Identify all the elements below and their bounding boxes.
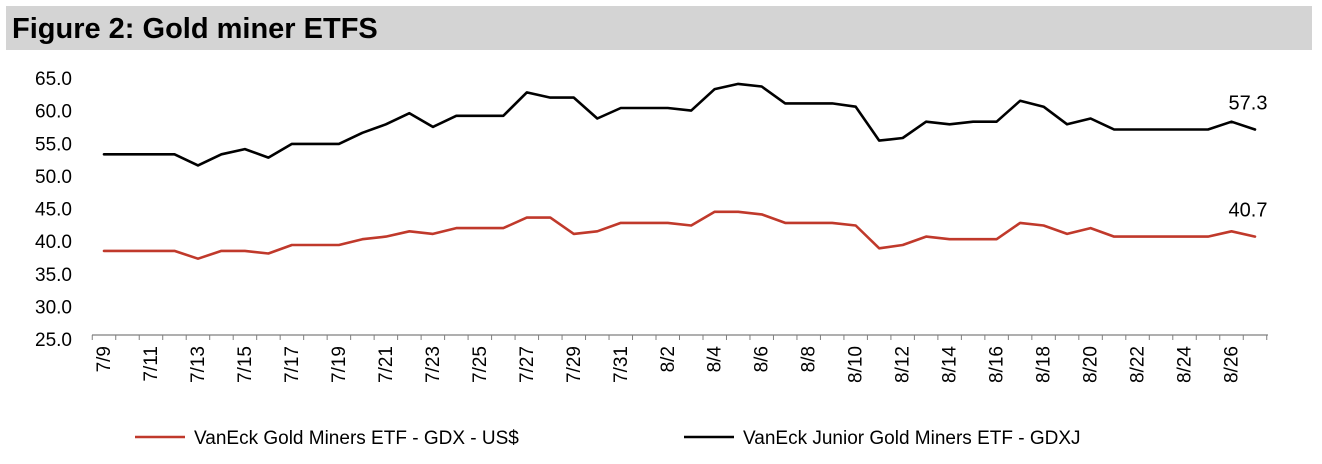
y-tick-label: 30.0 [35, 297, 72, 318]
x-tick-label: 7/11 [141, 346, 162, 382]
gdxj-series-line [102, 82, 1257, 167]
x-tick-label: 8/26 [1222, 346, 1243, 383]
x-tick-label: 8/4 [705, 346, 726, 373]
y-tick-label: 40.0 [35, 232, 72, 253]
x-tick-label: 7/31 [611, 346, 632, 383]
y-tick-label: 25.0 [35, 330, 72, 351]
x-tick-label: 8/6 [752, 346, 773, 372]
y-tick-label: 50.0 [35, 167, 72, 188]
x-tick-label: 7/21 [376, 346, 397, 383]
x-tick-label: 8/22 [1128, 346, 1149, 383]
x-tick-label: 8/24 [1175, 346, 1196, 383]
y-tick-label: 35.0 [35, 265, 72, 286]
x-tick-label: 7/19 [329, 346, 350, 383]
figure-title-bar: Figure 2: Gold miner ETFS [6, 6, 1312, 50]
legend-item: VanEck Junior Gold Miners ETF - GDXJ [684, 428, 1081, 449]
legend-item: VanEck Gold Miners ETF - GDX - US$ [135, 428, 519, 449]
x-tick-label: 8/20 [1081, 346, 1102, 383]
x-tick-label: 7/13 [188, 346, 209, 383]
y-tick-label: 60.0 [35, 102, 72, 123]
end-value-label: 40.7 [1229, 200, 1268, 222]
y-tick-label: 45.0 [35, 200, 72, 221]
gdx-series-line [102, 210, 1257, 261]
y-tick-label: 55.0 [35, 134, 72, 155]
x-tick-label: 8/14 [940, 346, 961, 383]
legend-label: VanEck Junior Gold Miners ETF - GDXJ [743, 428, 1081, 449]
x-tick-label: 7/27 [517, 346, 538, 383]
x-tick-label: 8/16 [987, 346, 1008, 383]
figure-title: Figure 2: Gold miner ETFS [12, 13, 378, 45]
x-tick-label: 7/17 [282, 346, 303, 383]
x-tick-label: 8/2 [658, 346, 679, 372]
legend-label: VanEck Gold Miners ETF - GDX - US$ [194, 428, 519, 449]
x-tick-label: 7/9 [94, 346, 115, 372]
x-tick-label: 8/8 [799, 346, 820, 372]
x-tick-label: 7/15 [235, 346, 256, 383]
end-value-label: 57.3 [1229, 93, 1268, 115]
x-tick-label: 7/23 [423, 346, 444, 383]
x-tick-label: 7/29 [564, 346, 585, 383]
y-tick-label: 65.0 [35, 69, 72, 90]
x-tick-label: 7/25 [470, 346, 491, 383]
x-tick-label: 8/10 [846, 346, 867, 383]
x-tick-label: 8/12 [893, 346, 914, 383]
x-tick-label: 8/18 [1034, 346, 1055, 383]
